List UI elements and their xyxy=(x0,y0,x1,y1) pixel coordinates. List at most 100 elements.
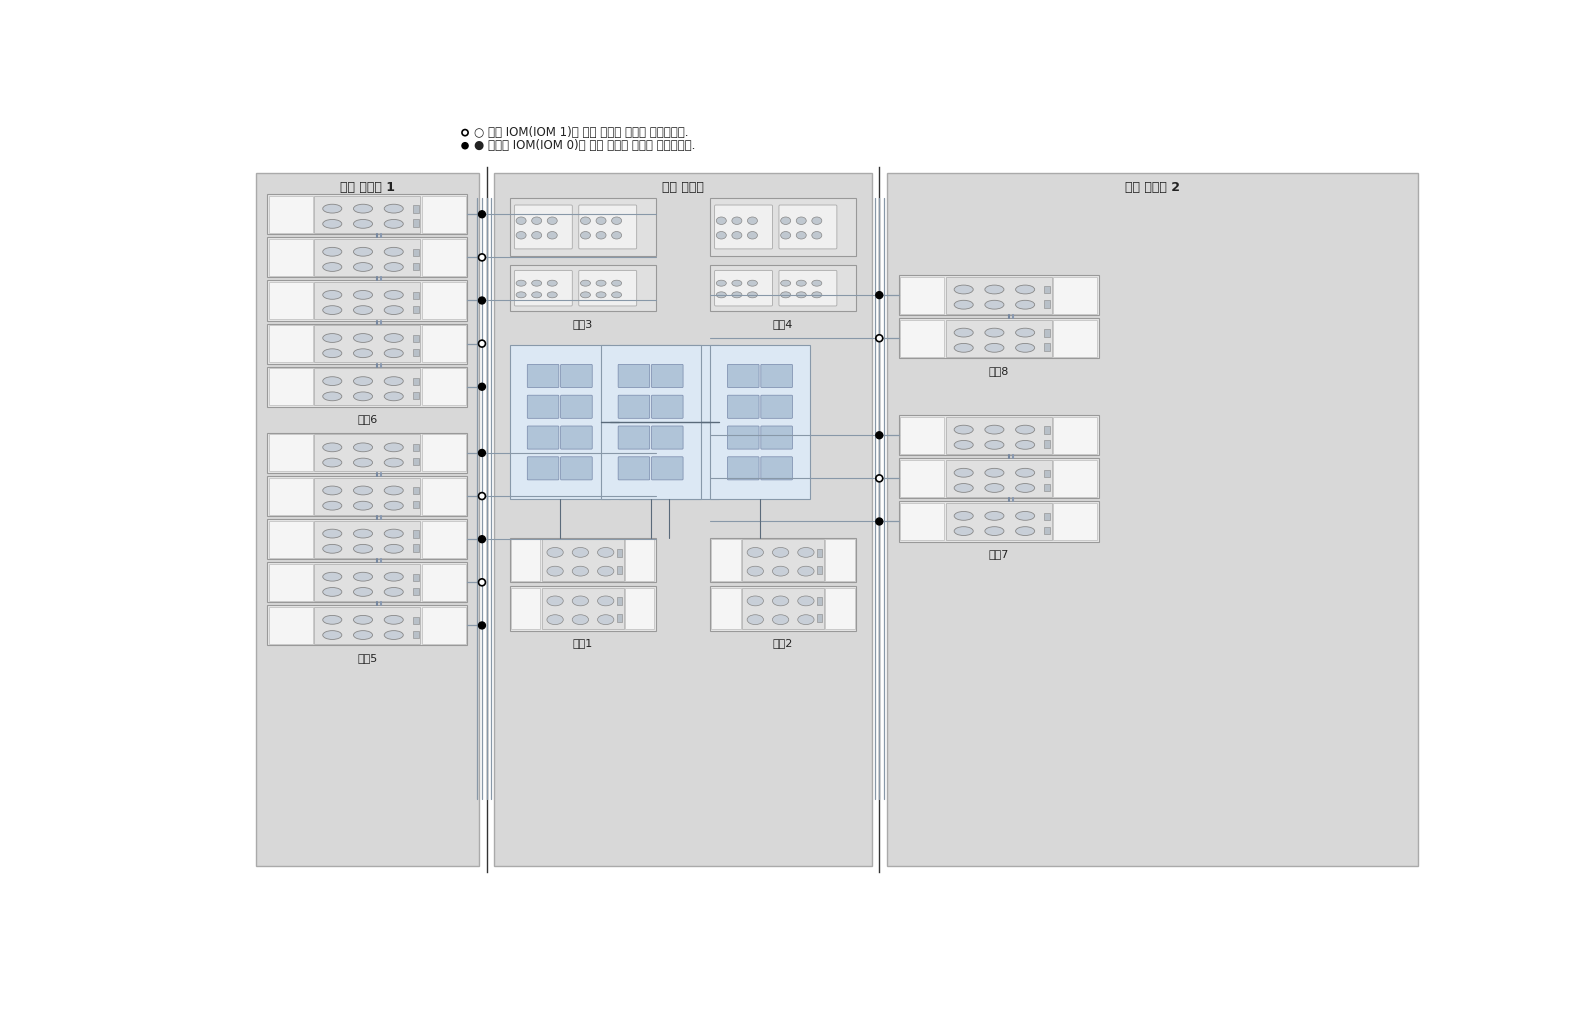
Ellipse shape xyxy=(716,281,727,287)
Bar xyxy=(314,607,421,644)
Bar xyxy=(510,265,657,311)
Bar xyxy=(617,597,622,605)
Ellipse shape xyxy=(985,468,1004,477)
Bar xyxy=(422,196,465,233)
Bar xyxy=(269,325,312,362)
Ellipse shape xyxy=(322,501,341,511)
FancyBboxPatch shape xyxy=(714,270,773,306)
Bar xyxy=(901,417,944,454)
Bar xyxy=(413,262,419,269)
Ellipse shape xyxy=(716,231,727,239)
Bar xyxy=(413,219,419,227)
Bar xyxy=(269,521,312,558)
Bar xyxy=(413,501,419,509)
Ellipse shape xyxy=(748,548,764,557)
Ellipse shape xyxy=(580,292,590,298)
Bar xyxy=(711,587,741,630)
Ellipse shape xyxy=(716,217,727,224)
Bar xyxy=(510,586,657,631)
Text: 기본 캐비닛: 기본 캐비닛 xyxy=(662,181,705,194)
Ellipse shape xyxy=(797,548,815,557)
Ellipse shape xyxy=(547,292,558,298)
FancyBboxPatch shape xyxy=(636,396,668,419)
Bar xyxy=(743,587,824,630)
Ellipse shape xyxy=(1015,527,1035,536)
Ellipse shape xyxy=(354,443,373,452)
Bar xyxy=(413,335,419,342)
Ellipse shape xyxy=(322,631,341,640)
Ellipse shape xyxy=(1015,301,1035,309)
Bar xyxy=(314,282,421,319)
Text: 체인7: 체인7 xyxy=(988,549,1009,559)
Ellipse shape xyxy=(354,262,373,271)
Ellipse shape xyxy=(547,566,563,576)
Circle shape xyxy=(478,211,486,218)
Ellipse shape xyxy=(985,286,1004,294)
Bar xyxy=(617,549,622,557)
Bar xyxy=(422,521,465,558)
Bar xyxy=(422,368,465,406)
Ellipse shape xyxy=(1015,512,1035,521)
Bar xyxy=(1044,527,1050,534)
Ellipse shape xyxy=(955,343,974,352)
Ellipse shape xyxy=(955,425,974,434)
FancyBboxPatch shape xyxy=(669,457,701,480)
Ellipse shape xyxy=(781,231,791,239)
Bar xyxy=(422,239,465,275)
FancyBboxPatch shape xyxy=(579,205,636,249)
Circle shape xyxy=(478,254,486,261)
Ellipse shape xyxy=(612,281,622,287)
Ellipse shape xyxy=(748,566,764,576)
Ellipse shape xyxy=(572,566,588,576)
Bar xyxy=(901,503,944,540)
Ellipse shape xyxy=(384,262,403,271)
Bar xyxy=(1054,417,1097,454)
Bar xyxy=(625,587,655,630)
Ellipse shape xyxy=(322,219,341,228)
Ellipse shape xyxy=(985,483,1004,492)
Ellipse shape xyxy=(354,529,373,538)
Bar xyxy=(422,325,465,362)
Bar xyxy=(413,545,419,552)
Bar xyxy=(269,477,312,515)
FancyBboxPatch shape xyxy=(652,364,684,387)
Ellipse shape xyxy=(532,292,542,298)
Ellipse shape xyxy=(1015,441,1035,449)
Bar xyxy=(413,444,419,451)
Ellipse shape xyxy=(732,281,741,287)
Bar xyxy=(945,460,1052,496)
FancyBboxPatch shape xyxy=(618,426,650,449)
Ellipse shape xyxy=(384,572,403,581)
Ellipse shape xyxy=(985,343,1004,352)
FancyBboxPatch shape xyxy=(652,457,684,480)
FancyBboxPatch shape xyxy=(561,426,593,449)
Ellipse shape xyxy=(384,501,403,511)
Bar xyxy=(709,198,856,256)
FancyBboxPatch shape xyxy=(727,364,759,387)
Bar xyxy=(1044,427,1050,434)
Bar xyxy=(542,587,623,630)
Ellipse shape xyxy=(732,217,741,224)
Bar xyxy=(816,614,823,623)
Bar xyxy=(269,435,312,471)
Bar xyxy=(899,458,1098,498)
FancyBboxPatch shape xyxy=(652,396,684,419)
Ellipse shape xyxy=(732,231,741,239)
Ellipse shape xyxy=(985,441,1004,449)
Bar xyxy=(1044,513,1050,520)
Bar xyxy=(510,198,657,256)
Ellipse shape xyxy=(384,204,403,213)
Ellipse shape xyxy=(955,301,974,309)
FancyBboxPatch shape xyxy=(515,205,572,249)
Bar xyxy=(945,320,1052,357)
Ellipse shape xyxy=(322,247,341,256)
Ellipse shape xyxy=(384,615,403,625)
Ellipse shape xyxy=(955,483,974,492)
Ellipse shape xyxy=(354,572,373,581)
Bar xyxy=(269,368,312,406)
Text: 체인6: 체인6 xyxy=(357,415,378,425)
Ellipse shape xyxy=(598,566,614,576)
Circle shape xyxy=(478,492,486,499)
Ellipse shape xyxy=(797,217,807,224)
Ellipse shape xyxy=(547,231,558,239)
